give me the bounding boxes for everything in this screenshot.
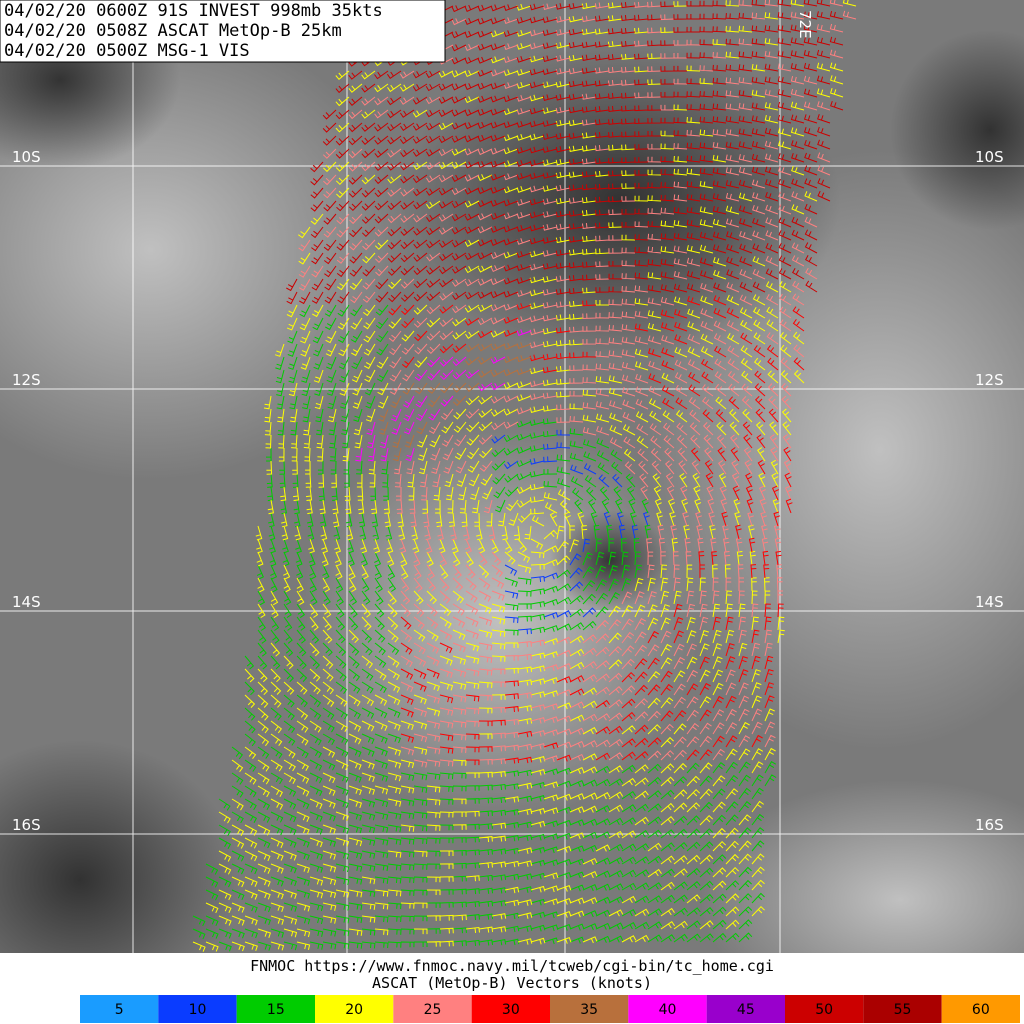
lat-label: 10S — [12, 148, 41, 166]
header-box — [0, 0, 446, 63]
lat-label: 16S — [975, 816, 1004, 834]
legend-swatch — [80, 995, 159, 1023]
legend-label: 35 — [580, 1002, 598, 1018]
legend-swatch — [785, 995, 864, 1023]
legend-swatch — [706, 995, 785, 1023]
header-line: 04/02/20 0500Z MSG-1 VIS — [4, 41, 250, 61]
header-line: 04/02/20 0508Z ASCAT MetOp-B 25km — [4, 21, 342, 41]
lat-label: 14S — [12, 593, 41, 611]
source-text: FNMOC https://www.fnmoc.navy.mil/tcweb/c… — [250, 957, 774, 975]
lat-label: 12S — [12, 371, 41, 389]
barb-group — [491, 429, 650, 635]
legend-swatch — [628, 995, 707, 1023]
lat-lon-grid — [0, 0, 1024, 953]
barb-group — [192, 0, 857, 952]
legend-swatch — [236, 995, 315, 1023]
barb-group — [355, 329, 532, 462]
lat-label: 12S — [975, 371, 1004, 389]
barb-group — [192, 304, 777, 952]
legend-label: 5 — [115, 1002, 124, 1018]
legend-swatch — [393, 995, 472, 1023]
legend-title: ASCAT (MetOp-B) Vectors (knots) — [372, 974, 652, 992]
barb-group — [378, 342, 532, 462]
legend-label: 10 — [189, 1002, 207, 1018]
legend-label: 55 — [894, 1002, 912, 1018]
legend-label: 45 — [737, 1002, 755, 1018]
barb-group — [298, 0, 857, 768]
lat-label: 10S — [975, 148, 1004, 166]
legend-swatch — [550, 995, 629, 1023]
legend-label: 15 — [267, 1002, 285, 1018]
legend-swatch — [941, 995, 1020, 1023]
lat-label: 16S — [12, 816, 41, 834]
barb-group — [388, 295, 805, 766]
legend-swatch — [471, 995, 550, 1023]
color-legend: 5 10 15 20 25 30 35 40 45 50 55 60 — [80, 995, 1020, 1023]
wind-barbs — [192, 0, 857, 952]
legend-label: 30 — [502, 1002, 520, 1018]
legend-swatch — [863, 995, 942, 1023]
legend-swatch — [315, 995, 394, 1023]
legend-label: 20 — [345, 1002, 363, 1018]
legend-label: 50 — [815, 1002, 833, 1018]
lat-label: 14S — [975, 593, 1004, 611]
lon-label: 72E — [796, 10, 814, 39]
legend-label: 25 — [424, 1002, 442, 1018]
header-line: 04/02/20 0600Z 91S INVEST 998mb 35kts — [4, 1, 383, 21]
legend-swatch — [158, 995, 237, 1023]
legend-label: 40 — [659, 1002, 677, 1018]
legend-label: 60 — [972, 1002, 990, 1018]
